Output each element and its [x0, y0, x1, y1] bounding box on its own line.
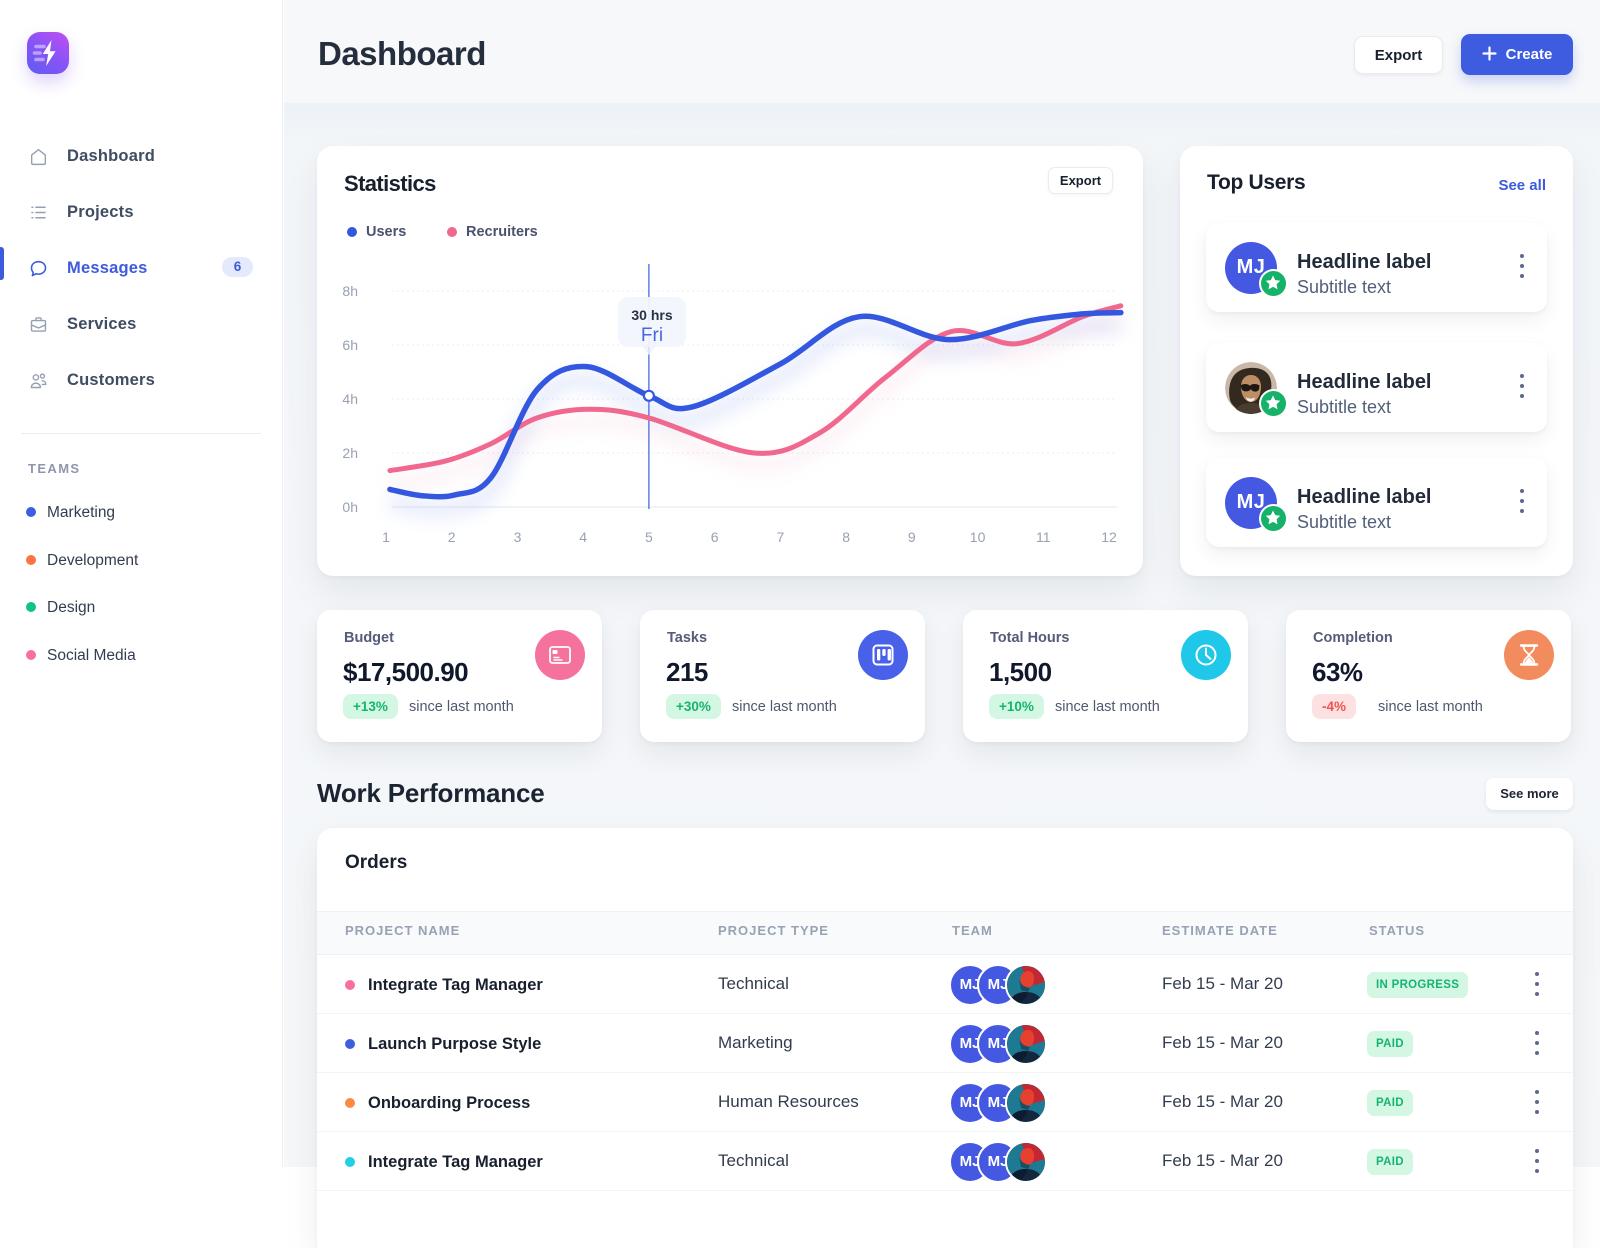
svg-text:12: 12 [1101, 529, 1117, 545]
svg-text:5: 5 [645, 529, 653, 545]
svg-text:4: 4 [579, 529, 587, 545]
svg-text:8h: 8h [342, 283, 358, 299]
svg-text:1: 1 [382, 529, 390, 545]
svg-text:6: 6 [711, 529, 719, 545]
svg-text:30 hrs: 30 hrs [631, 307, 672, 323]
svg-text:2: 2 [448, 529, 456, 545]
svg-text:Fri: Fri [641, 325, 663, 346]
svg-text:7: 7 [777, 529, 785, 545]
svg-text:4h: 4h [342, 391, 358, 407]
svg-text:2h: 2h [342, 445, 358, 461]
svg-text:3: 3 [514, 529, 522, 545]
svg-text:0h: 0h [342, 499, 358, 515]
svg-text:8: 8 [842, 529, 850, 545]
svg-text:9: 9 [908, 529, 916, 545]
svg-text:6h: 6h [342, 337, 358, 353]
svg-text:10: 10 [970, 529, 986, 545]
svg-text:11: 11 [1036, 529, 1051, 545]
